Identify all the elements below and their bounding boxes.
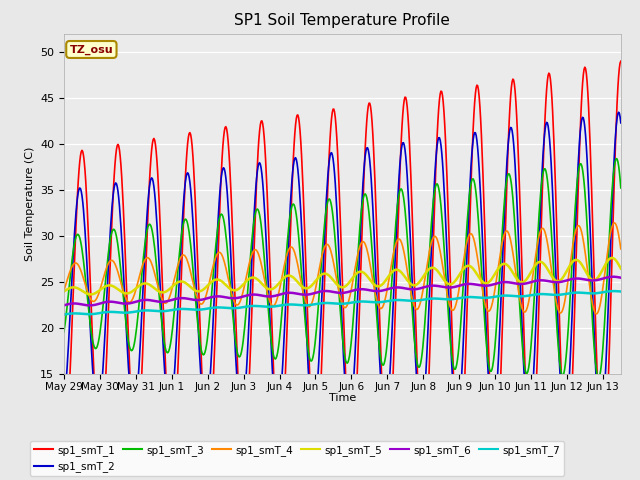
- sp1_smT_5: [319, 271, 327, 276]
- Y-axis label: Soil Temperature (C): Soil Temperature (C): [24, 147, 35, 261]
- X-axis label: Time: Time: [329, 394, 356, 403]
- sp1_smT_3: [612, 156, 620, 161]
- sp1_smT_1: [473, 82, 481, 88]
- sp1_smT_4: [460, 258, 467, 264]
- Title: SP1 Soil Temperature Profile: SP1 Soil Temperature Profile: [234, 13, 451, 28]
- sp1_smT_4: [592, 311, 600, 317]
- Text: TZ_osu: TZ_osu: [70, 44, 113, 55]
- Line: sp1_smT_4: sp1_smT_4: [64, 223, 621, 314]
- sp1_smT_5: [474, 273, 481, 278]
- sp1_smT_6: [139, 297, 147, 303]
- sp1_smT_1: [599, 463, 607, 469]
- sp1_smT_5: [139, 281, 147, 287]
- sp1_smT_1: [298, 153, 305, 158]
- Line: sp1_smT_5: sp1_smT_5: [64, 258, 621, 294]
- sp1_smT_3: [460, 278, 467, 284]
- sp1_smT_4: [138, 264, 146, 270]
- sp1_smT_7: [460, 295, 467, 300]
- sp1_smT_2: [596, 421, 604, 427]
- Line: sp1_smT_7: sp1_smT_7: [64, 291, 621, 314]
- sp1_smT_5: [298, 284, 306, 289]
- sp1_smT_6: [617, 275, 625, 281]
- sp1_smT_7: [610, 288, 618, 294]
- sp1_smT_5: [617, 265, 625, 271]
- sp1_smT_4: [617, 246, 625, 252]
- sp1_smT_2: [319, 277, 326, 283]
- sp1_smT_4: [60, 287, 68, 293]
- sp1_smT_1: [319, 337, 326, 343]
- sp1_smT_2: [473, 138, 481, 144]
- sp1_smT_7: [319, 300, 326, 306]
- sp1_smT_5: [460, 265, 468, 271]
- sp1_smT_6: [319, 288, 327, 294]
- Line: sp1_smT_6: sp1_smT_6: [64, 277, 621, 305]
- sp1_smT_6: [460, 281, 468, 287]
- sp1_smT_3: [63, 312, 70, 317]
- Legend: sp1_smT_1, sp1_smT_2, sp1_smT_3, sp1_smT_4, sp1_smT_5, sp1_smT_6, sp1_smT_7: sp1_smT_1, sp1_smT_2, sp1_smT_3, sp1_smT…: [30, 441, 564, 476]
- sp1_smT_2: [138, 308, 146, 314]
- sp1_smT_1: [60, 445, 68, 451]
- sp1_smT_6: [63, 302, 70, 308]
- sp1_smT_6: [474, 282, 481, 288]
- sp1_smT_4: [610, 220, 618, 226]
- sp1_smT_6: [86, 302, 93, 308]
- Line: sp1_smT_2: sp1_smT_2: [64, 112, 621, 424]
- sp1_smT_4: [473, 252, 481, 257]
- sp1_smT_2: [614, 109, 622, 115]
- sp1_smT_7: [138, 308, 146, 313]
- Line: sp1_smT_3: sp1_smT_3: [64, 158, 621, 378]
- sp1_smT_4: [319, 251, 326, 256]
- sp1_smT_2: [460, 336, 467, 342]
- sp1_smT_7: [60, 312, 68, 317]
- sp1_smT_3: [473, 199, 481, 205]
- sp1_smT_6: [609, 274, 617, 280]
- sp1_smT_1: [460, 408, 467, 414]
- sp1_smT_1: [138, 368, 146, 373]
- sp1_smT_7: [298, 302, 305, 308]
- sp1_smT_2: [63, 377, 70, 383]
- sp1_smT_7: [617, 288, 625, 294]
- sp1_smT_3: [319, 245, 326, 251]
- Line: sp1_smT_1: sp1_smT_1: [64, 61, 621, 466]
- sp1_smT_1: [63, 434, 70, 440]
- sp1_smT_4: [63, 280, 70, 286]
- sp1_smT_2: [298, 224, 305, 229]
- sp1_smT_6: [60, 302, 68, 308]
- sp1_smT_2: [60, 401, 68, 407]
- sp1_smT_3: [60, 329, 68, 335]
- sp1_smT_5: [63, 287, 70, 293]
- sp1_smT_7: [63, 311, 70, 317]
- sp1_smT_3: [595, 375, 602, 381]
- sp1_smT_3: [138, 270, 146, 276]
- sp1_smT_3: [298, 270, 305, 276]
- sp1_smT_2: [617, 120, 625, 126]
- sp1_smT_4: [298, 282, 305, 288]
- sp1_smT_3: [617, 185, 625, 191]
- sp1_smT_7: [473, 295, 481, 300]
- sp1_smT_5: [87, 291, 95, 297]
- sp1_smT_5: [60, 288, 68, 294]
- sp1_smT_5: [608, 255, 616, 261]
- sp1_smT_1: [617, 59, 625, 64]
- sp1_smT_6: [298, 292, 306, 298]
